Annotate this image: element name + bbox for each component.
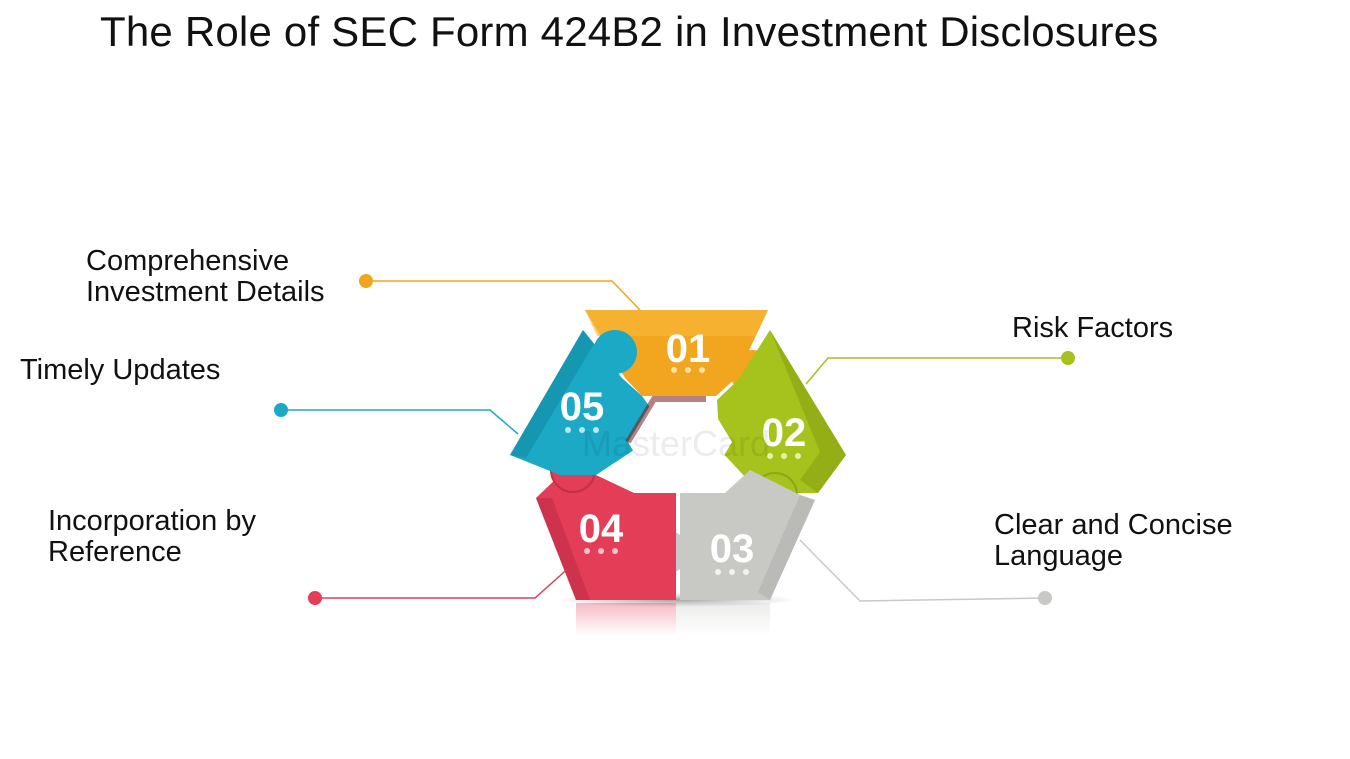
- piece-number-05: 05: [560, 385, 605, 429]
- label-line: Reference: [48, 536, 182, 568]
- connector-04: [308, 564, 573, 605]
- connector-dot-05: [274, 403, 288, 417]
- connector-dot-01: [359, 274, 373, 288]
- center-hexagon: [628, 399, 732, 486]
- puzzle-piece-03: 03: [644, 470, 815, 600]
- watermark: MasterCard: [582, 423, 770, 464]
- connector-dot-03: [1038, 591, 1052, 605]
- reflection: [576, 603, 676, 636]
- connector-05: [274, 403, 519, 435]
- label-timely-updates: Timely Updates: [20, 355, 220, 386]
- connector-03: [799, 539, 1052, 605]
- label-line: Incorporation by: [48, 505, 256, 537]
- label-line: Timely Updates: [20, 354, 221, 386]
- diagram-title: The Role of SEC Form 424B2 in Investment…: [100, 8, 1159, 55]
- connector-01: [359, 274, 641, 311]
- label-line: Language: [994, 540, 1124, 572]
- piece-number-02: 02: [762, 411, 807, 455]
- piece-number-03: 03: [710, 527, 755, 571]
- piece-number-01: 01: [666, 327, 711, 371]
- piece-number-04: 04: [579, 507, 624, 551]
- label-line: Investment Details: [86, 276, 325, 308]
- label-incorporation-by-reference: Incorporation by Reference: [48, 506, 256, 568]
- label-risk-factors: Risk Factors: [1012, 313, 1173, 344]
- label-line: Risk Factors: [1012, 312, 1174, 344]
- puzzle-piece-05: 05: [510, 330, 652, 475]
- connector-dot-04: [308, 591, 322, 605]
- connector-02: [805, 351, 1075, 385]
- label-comprehensive-investment-details: Comprehensive Investment Details: [86, 246, 325, 308]
- connector-dot-02: [1061, 351, 1075, 365]
- reflection: [676, 603, 770, 636]
- label-clear-and-concise-language: Clear and Concise Language: [994, 510, 1233, 572]
- label-line: Comprehensive: [86, 245, 290, 277]
- label-line: Clear and Concise: [994, 509, 1233, 541]
